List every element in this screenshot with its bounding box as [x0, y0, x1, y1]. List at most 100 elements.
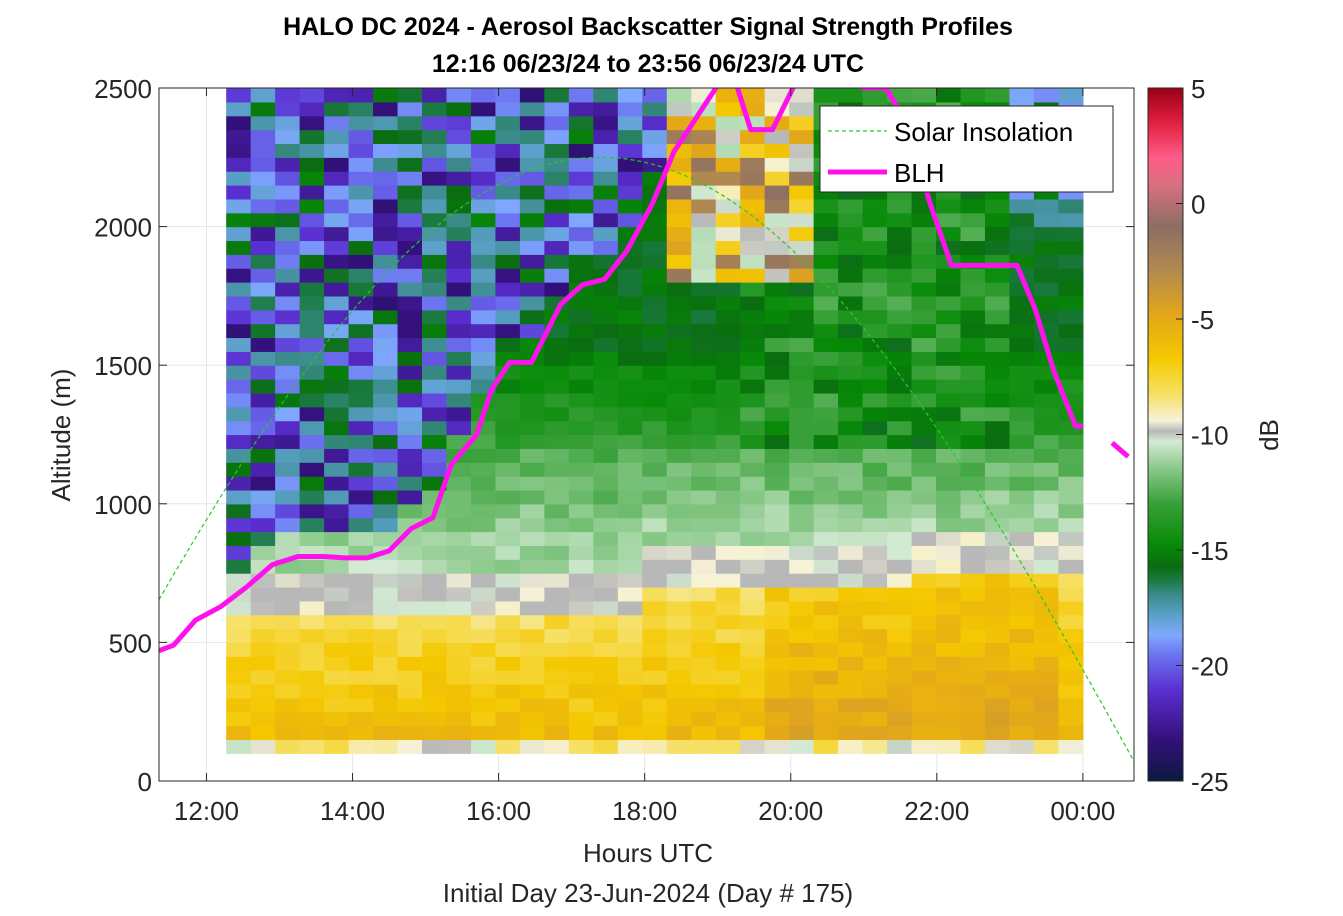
- heatmap-cell: [740, 254, 766, 269]
- heatmap-cell: [936, 309, 962, 325]
- heatmap-cell: [348, 517, 374, 533]
- heatmap-cell: [397, 240, 423, 255]
- heatmap-cell: [495, 88, 521, 103]
- heatmap-cell: [960, 351, 986, 366]
- heatmap-cell: [740, 295, 766, 311]
- heatmap-cell: [936, 406, 962, 422]
- heatmap-cell: [348, 240, 374, 255]
- heatmap-cell: [397, 573, 423, 588]
- heatmap-cell: [936, 476, 962, 491]
- heatmap-cell: [1058, 628, 1084, 643]
- heatmap-cell: [226, 365, 252, 380]
- heatmap-cell: [862, 517, 888, 533]
- heatmap-cell: [544, 600, 570, 616]
- heatmap-cell: [642, 212, 668, 228]
- heatmap-cell: [862, 725, 888, 741]
- heatmap-cell: [1033, 240, 1059, 255]
- colorbar-tick-label: 0: [1191, 190, 1205, 220]
- heatmap-cell: [740, 337, 766, 352]
- heatmap-cell: [960, 392, 986, 408]
- heatmap-cell: [984, 365, 1011, 380]
- heatmap-cell: [838, 600, 864, 616]
- heatmap-cell: [299, 212, 325, 228]
- heatmap-cell: [715, 642, 741, 657]
- heatmap-cell: [519, 268, 545, 283]
- heatmap-cell: [764, 282, 790, 297]
- heatmap-cell: [324, 573, 350, 588]
- solar-insolation-line: [159, 156, 1134, 762]
- heatmap-cell: [1009, 697, 1035, 713]
- heatmap-cell: [960, 295, 986, 311]
- heatmap-cell: [666, 586, 692, 602]
- heatmap-cell: [911, 476, 937, 491]
- heatmap-cell: [691, 739, 717, 754]
- heatmap-cell: [495, 143, 521, 158]
- heatmap-cell: [519, 670, 545, 685]
- heatmap-cell: [397, 420, 423, 436]
- heatmap-cell: [936, 503, 962, 519]
- heatmap-cell: [568, 268, 594, 283]
- heatmap-cell: [324, 725, 350, 741]
- heatmap-cell: [887, 614, 913, 630]
- heatmap-cell: [838, 282, 864, 297]
- heatmap-cell: [593, 323, 619, 339]
- heatmap-cell: [789, 268, 815, 283]
- heatmap-cell: [740, 323, 766, 339]
- heatmap-cell: [789, 185, 815, 200]
- heatmap-cell: [1009, 365, 1035, 380]
- heatmap-cell: [1009, 379, 1035, 394]
- heatmap-cell: [397, 725, 423, 741]
- heatmap-cell: [373, 420, 399, 436]
- heatmap-cell: [593, 185, 619, 200]
- heatmap-cell: [617, 434, 643, 449]
- heatmap-cell: [911, 503, 937, 519]
- heatmap-cell: [862, 489, 888, 505]
- heatmap-cell: [519, 379, 545, 394]
- heatmap-cell: [422, 656, 448, 671]
- heatmap-cell: [495, 573, 521, 588]
- heatmap-cell: [960, 711, 986, 727]
- heatmap-cell: [544, 365, 570, 380]
- heatmap-cell: [740, 129, 766, 145]
- heatmap-cell: [446, 517, 472, 533]
- heatmap-cell: [275, 711, 301, 727]
- heatmap-cell: [348, 101, 374, 117]
- heatmap-cell: [887, 226, 913, 242]
- heatmap-cell: [789, 295, 815, 311]
- heatmap-cell: [397, 406, 423, 422]
- heatmap-cell: [397, 143, 423, 158]
- heatmap-cell: [544, 489, 570, 505]
- heatmap-cell: [715, 739, 741, 754]
- heatmap-cell: [519, 282, 545, 297]
- heatmap-cell: [691, 517, 717, 533]
- heatmap-cell: [1033, 406, 1059, 422]
- heatmap-cell: [911, 573, 937, 588]
- heatmap-cell: [887, 240, 913, 255]
- heatmap-cell: [838, 392, 864, 408]
- heatmap-cell: [1009, 614, 1035, 630]
- heatmap-cell: [495, 628, 521, 643]
- heatmap-cell: [764, 198, 790, 214]
- heatmap-cell: [324, 462, 350, 477]
- heatmap-cell: [373, 101, 399, 117]
- heatmap-cell: [715, 434, 741, 449]
- heatmap-cell: [299, 379, 325, 394]
- heatmap-cell: [764, 670, 790, 685]
- heatmap-cell: [324, 212, 350, 228]
- heatmap-cell: [715, 600, 741, 616]
- heatmap-cell: [813, 711, 839, 727]
- heatmap-cell: [544, 185, 570, 200]
- heatmap-cell: [984, 226, 1011, 242]
- heatmap-cell: [470, 309, 497, 325]
- heatmap-cell: [715, 240, 741, 255]
- heatmap-cell: [250, 268, 276, 283]
- heatmap-cell: [1058, 697, 1084, 713]
- heatmap-cell: [936, 198, 962, 214]
- heatmap-cell: [740, 268, 766, 283]
- heatmap-cell: [519, 656, 545, 671]
- heatmap-cell: [764, 309, 790, 325]
- heatmap-cell: [275, 337, 301, 352]
- heatmap-cell: [642, 503, 668, 519]
- heatmap-cell: [373, 489, 399, 505]
- heatmap-cell: [936, 462, 962, 477]
